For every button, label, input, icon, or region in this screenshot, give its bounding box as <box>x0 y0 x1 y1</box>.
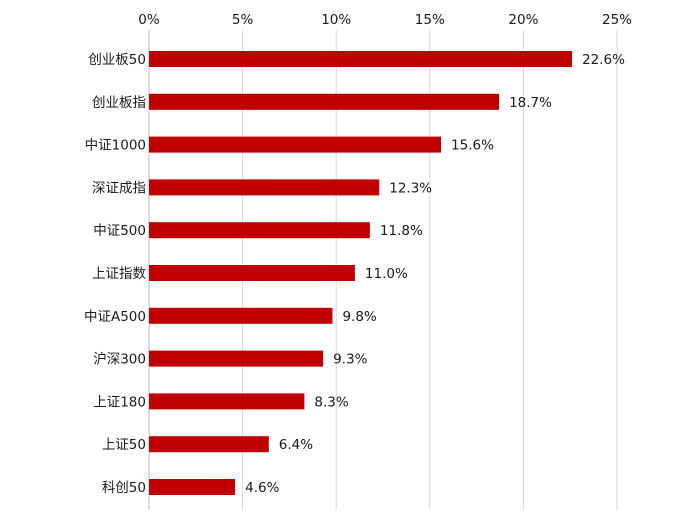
category-label: 上证180 <box>93 394 146 410</box>
data-label: 9.3% <box>333 352 367 368</box>
x-tick-label: 5% <box>232 12 254 28</box>
category-label: 中证A500 <box>84 309 146 325</box>
data-label: 6.4% <box>279 437 313 453</box>
category-label: 上证50 <box>102 437 146 453</box>
x-tick-label: 0% <box>138 12 160 28</box>
bar <box>149 51 573 67</box>
category-label: 深证成指 <box>92 180 146 196</box>
data-label: 22.6% <box>582 52 625 68</box>
x-tick-label: 15% <box>415 12 445 28</box>
x-tick-label: 25% <box>602 12 632 28</box>
bar <box>149 393 305 410</box>
bar <box>149 136 442 153</box>
data-label: 9.8% <box>342 309 376 325</box>
x-tick-label: 20% <box>508 12 538 28</box>
bar <box>149 265 355 281</box>
data-label: 18.7% <box>509 95 552 111</box>
bar <box>149 93 500 110</box>
category-label: 科创50 <box>102 480 146 496</box>
data-labels: 22.6% 18.7% 15.6% 12.3% 11.8% 11.0% 9.8% 9.3% 8.… <box>245 52 625 496</box>
bar <box>149 179 380 196</box>
bar <box>149 436 269 453</box>
x-tick-labels: 0% 5% 10% 15% 20% 25% <box>138 12 632 28</box>
data-label: 15.6% <box>451 138 494 154</box>
data-label: 8.3% <box>314 394 348 410</box>
data-label: 11.8% <box>380 223 423 239</box>
category-label: 上证指数 <box>92 266 146 282</box>
category-label: 中证1000 <box>85 138 146 154</box>
bar <box>149 307 333 324</box>
bars <box>149 51 573 495</box>
bar <box>149 479 236 495</box>
category-label: 沪深300 <box>93 352 146 368</box>
bar <box>149 350 324 367</box>
x-tick-label: 10% <box>321 12 351 28</box>
category-label: 中证500 <box>93 223 146 239</box>
category-label: 创业板指 <box>92 95 146 111</box>
data-label: 11.0% <box>365 266 408 282</box>
category-label: 创业板50 <box>88 52 146 68</box>
data-label: 12.3% <box>389 180 432 196</box>
bar <box>149 222 370 239</box>
data-label: 4.6% <box>245 480 279 496</box>
